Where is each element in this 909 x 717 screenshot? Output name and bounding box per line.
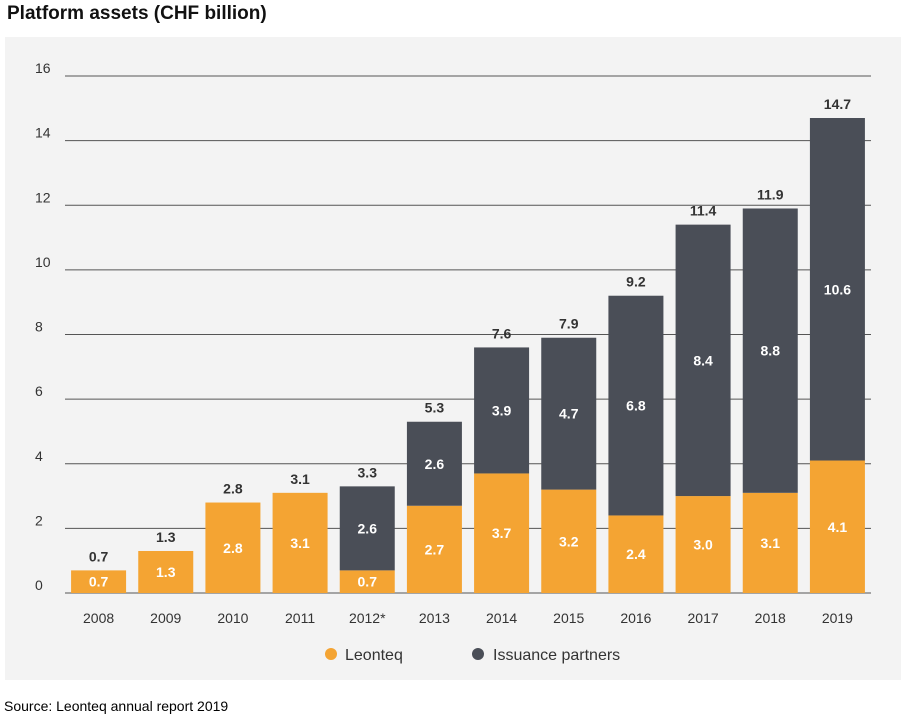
total-label: 2.8: [223, 481, 243, 497]
bar-issuance-partners: [809, 118, 865, 461]
total-label: 0.7: [89, 548, 109, 564]
data-label-issuance-partners: 8.8: [761, 343, 781, 359]
data-label-leonteq: 0.7: [89, 574, 109, 590]
total-label: 1.3: [156, 529, 176, 545]
data-label-issuance-partners: 10.6: [824, 281, 851, 297]
data-label-leonteq: 3.7: [492, 525, 512, 541]
total-label: 14.7: [824, 96, 851, 112]
legend-label-leonteq: Leonteq: [345, 647, 403, 664]
data-label-leonteq: 3.2: [559, 533, 579, 549]
bar-leonteq: [742, 492, 798, 593]
total-label: 9.2: [626, 274, 646, 290]
x-category-label: 2019: [822, 610, 853, 626]
bar-issuance-partners: [406, 421, 462, 506]
bar-issuance-partners: [339, 486, 395, 571]
bar-issuance-partners: [675, 224, 731, 497]
x-category-label: 2009: [150, 610, 181, 626]
data-label-issuance-partners: 3.9: [492, 402, 512, 418]
y-tick-label: 6: [35, 383, 43, 399]
legend-marker-leonteq: [325, 648, 337, 660]
total-label: 5.3: [425, 400, 445, 416]
y-tick-label: 2: [35, 512, 43, 528]
bar-leonteq: [339, 570, 395, 593]
x-category-label: 2016: [620, 610, 651, 626]
data-label-leonteq: 0.7: [358, 574, 378, 590]
y-tick-label: 16: [35, 60, 51, 76]
legend-marker-issuance-partners: [472, 648, 484, 660]
data-label-leonteq: 1.3: [156, 564, 176, 580]
total-label: 7.9: [559, 316, 579, 332]
bar-leonteq: [541, 489, 597, 593]
bar-leonteq: [406, 505, 462, 593]
data-label-leonteq: 2.4: [626, 546, 646, 562]
data-label-leonteq: 2.8: [223, 540, 243, 556]
bar-leonteq: [272, 492, 328, 593]
y-axis-ticks: 0 2 4 6 8 10 12 14 16: [35, 60, 51, 593]
data-label-leonteq: 4.1: [828, 519, 848, 535]
y-tick-label: 12: [35, 189, 51, 205]
bar-leonteq: [809, 460, 865, 593]
chart-panel: 0 2 4 6 8 10 12 14 16 0.7 0.7 1.3 1.3 2.8 2.8 3.1 3.1 0.…: [5, 37, 901, 680]
x-axis-categories: 2008 2009 2010 2011 2012* 2013 2014 2015 2016 201…: [83, 610, 853, 626]
total-label: 11.9: [757, 186, 784, 202]
page-title: Platform assets (CHF billion): [7, 3, 267, 24]
data-label-issuance-partners: 8.4: [693, 352, 713, 368]
y-tick-label: 10: [35, 254, 51, 270]
bar-issuance-partners: [742, 208, 798, 493]
x-category-label: 2018: [755, 610, 786, 626]
x-category-label: 2013: [419, 610, 450, 626]
data-label-issuance-partners: 4.7: [559, 406, 579, 422]
data-label-leonteq: 3.1: [761, 535, 781, 551]
total-label: 11.4: [690, 203, 717, 219]
bar-issuance-partners: [474, 347, 530, 474]
y-tick-label: 14: [35, 125, 51, 141]
bars: 0.7 0.7 1.3 1.3 2.8 2.8 3.1 3.1 0.7 2.6 3.3 2.7 2.6 5…: [71, 96, 865, 593]
bar-leonteq: [675, 496, 731, 593]
total-label: 7.6: [492, 325, 512, 341]
bar-leonteq: [138, 550, 194, 593]
total-label: 3.3: [358, 464, 378, 480]
y-tick-label: 0: [35, 577, 43, 593]
x-category-label: 2010: [217, 610, 248, 626]
x-category-label: 2012*: [349, 610, 386, 626]
bar-leonteq: [71, 570, 127, 593]
data-label-issuance-partners: 2.6: [358, 520, 378, 536]
legend-label-issuance-partners: Issuance partners: [493, 647, 620, 664]
x-category-label: 2011: [285, 610, 315, 626]
bar-leonteq: [608, 515, 664, 593]
y-tick-label: 4: [35, 448, 43, 464]
x-category-label: 2008: [83, 610, 114, 626]
x-category-label: 2017: [688, 610, 719, 626]
data-label-leonteq: 2.7: [425, 541, 445, 557]
y-tick-label: 8: [35, 319, 43, 335]
x-category-label: 2015: [553, 610, 584, 626]
legend: Leonteq Issuance partners: [325, 647, 620, 664]
x-category-label: 2014: [486, 610, 517, 626]
source-note: Source: Leonteq annual report 2019: [4, 698, 229, 714]
data-label-issuance-partners: 2.6: [425, 456, 445, 472]
bar-issuance-partners: [608, 295, 664, 516]
gridlines: [65, 75, 871, 594]
data-label-leonteq: 3.1: [290, 535, 310, 551]
data-label-leonteq: 3.0: [693, 537, 713, 553]
bar-issuance-partners: [541, 337, 597, 490]
data-label-issuance-partners: 6.8: [626, 398, 646, 414]
total-label: 3.1: [290, 471, 310, 487]
bar-leonteq: [474, 473, 530, 593]
bar-leonteq: [205, 502, 261, 593]
